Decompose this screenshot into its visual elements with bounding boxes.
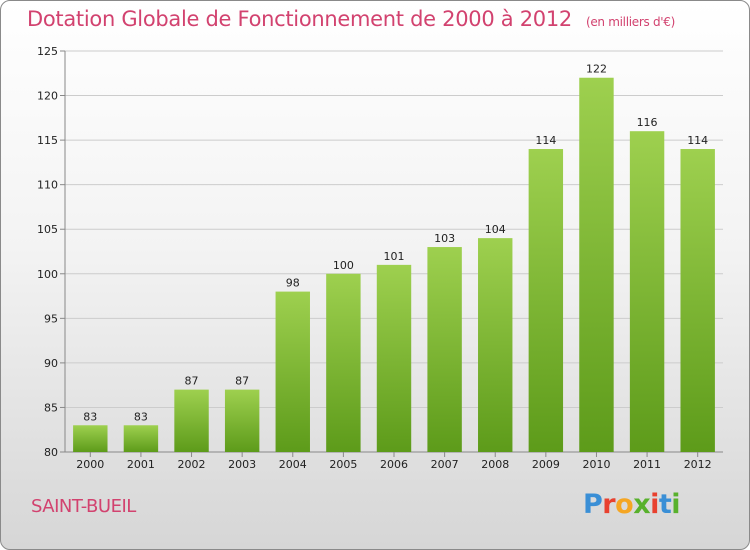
y-tick-label: 80 <box>44 446 58 459</box>
y-tick-label: 105 <box>37 223 58 236</box>
logo-letter: r <box>602 489 616 520</box>
y-tick-label: 100 <box>37 268 58 281</box>
y-tick-label: 95 <box>44 312 58 325</box>
x-tick-label: 2000 <box>76 458 104 471</box>
logo-letter: i <box>650 489 659 520</box>
value-label: 103 <box>434 232 455 245</box>
x-tick-label: 2001 <box>127 458 155 471</box>
logo-letter: x <box>633 489 651 520</box>
logo-letter: t <box>658 489 672 520</box>
value-label: 87 <box>235 375 249 388</box>
x-tick-label: 2008 <box>481 458 509 471</box>
bar <box>275 291 310 452</box>
value-label: 114 <box>687 134 708 147</box>
y-tick-label: 85 <box>44 401 58 414</box>
bar <box>123 425 159 452</box>
value-label: 87 <box>185 375 199 388</box>
y-tick-label: 115 <box>37 134 58 147</box>
logo-letter: i <box>671 489 681 520</box>
bar <box>224 389 260 452</box>
x-tick-label: 2002 <box>178 458 206 471</box>
x-tick-label: 2009 <box>532 458 560 471</box>
value-label: 101 <box>384 250 405 263</box>
x-tick-label: 2004 <box>279 458 307 471</box>
bar <box>326 273 361 452</box>
bar <box>376 264 412 452</box>
x-tick-label: 2003 <box>228 458 256 471</box>
x-tick-label: 2006 <box>380 458 408 471</box>
bar <box>427 247 462 452</box>
bar <box>73 425 108 452</box>
chart-title: Dotation Globale de Fonctionnement de 20… <box>27 7 675 31</box>
bar <box>528 149 564 452</box>
x-tick-label: 2011 <box>633 458 661 471</box>
y-tick-label: 120 <box>37 90 58 103</box>
x-tick-label: 2010 <box>582 458 610 471</box>
value-label: 100 <box>333 259 354 272</box>
value-label: 122 <box>586 63 607 76</box>
bar <box>579 77 614 452</box>
value-label: 114 <box>535 134 556 147</box>
proxiti-logo: Proxiti <box>583 489 681 520</box>
x-tick-label: 2007 <box>431 458 459 471</box>
x-tick-label: 2005 <box>329 458 357 471</box>
chart-unit: (en milliers d'€) <box>585 15 675 29</box>
y-tick-label: 90 <box>44 357 58 370</box>
value-label: 104 <box>485 223 506 236</box>
commune-name: SAINT-BUEIL <box>31 496 136 517</box>
bar <box>629 131 665 452</box>
x-tick-label: 2012 <box>684 458 712 471</box>
y-tick-label: 125 <box>37 45 58 58</box>
value-label: 83 <box>83 410 97 423</box>
y-tick-label: 110 <box>37 179 58 192</box>
chart-title-text: Dotation Globale de Fonctionnement de 20… <box>27 7 572 31</box>
bar <box>478 238 513 452</box>
value-label: 116 <box>637 116 658 129</box>
logo-letter: o <box>615 489 634 520</box>
value-label: 98 <box>286 277 300 290</box>
logo-letter: P <box>583 489 603 520</box>
bar <box>680 149 715 452</box>
value-label: 83 <box>134 410 148 423</box>
bar <box>174 389 209 452</box>
